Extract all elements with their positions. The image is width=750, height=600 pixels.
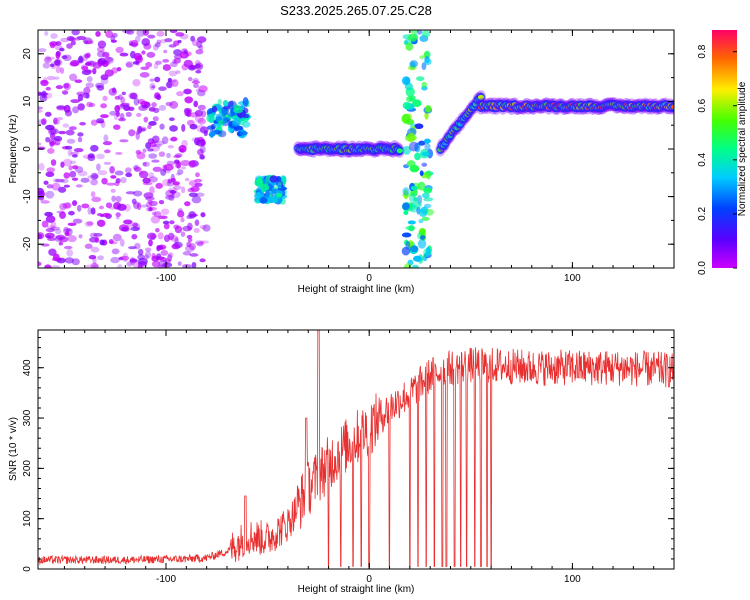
colorbar-tick-label: 0.2 [697,207,708,221]
snr-xtick-label: 0 [366,574,372,585]
snr-panel: -100 0 100 0 100 200 300 400 Height of straight… [8,329,675,595]
spectrogram-ytick-label: 20 [22,48,33,60]
colorbar-label: Normalized spectral amplitude [737,81,748,216]
snr-series-line [38,330,674,567]
spectrogram-feature-3 [293,140,405,158]
snr-xtick-label: 100 [564,574,581,585]
snr-ytick-label: 400 [22,359,33,376]
snr-ytick-label: 200 [22,460,33,477]
spectrogram-xtick-label: 0 [366,273,372,284]
snr-xtick-label: -100 [156,574,176,585]
spectrogram-feature-1 [206,97,252,139]
figure-title: S233.2025.265.07.25.C28 [280,3,432,18]
spectrogram-xlabel: Height of straight line (km) [298,284,415,295]
snr-axes: -100 0 100 0 100 200 300 400 [22,330,675,585]
spectrogram-feature-6 [475,97,674,116]
spectrogram-feature-5 [435,90,486,157]
spectrogram-ylabel: Frequency (Hz) [8,115,19,184]
snr-frame [37,329,675,570]
spectrogram-ytick-label: -20 [22,237,33,252]
snr-ytick-label: 0 [22,566,33,572]
colorbar-tick-label: 0.0 [697,261,708,275]
snr-ytick-label: 300 [22,409,33,426]
snr-xlabel: Height of straight line (km) [298,584,415,595]
spectrogram-image [38,30,674,268]
spectrogram-feature-2 [253,174,288,205]
spectrogram-xtick-label: -100 [156,273,176,284]
snr-ylabel: SNR (10 * v/v) [8,417,19,481]
spectrogram-feature-4 [401,30,435,268]
spectrogram-ytick-label: -10 [22,189,33,204]
colorbar-tick-label: 0.4 [697,152,708,166]
colorbar-gradient [712,30,737,268]
colorbar-tick-label: 0.6 [697,98,708,112]
spectrogram-feature-0 [38,30,211,268]
colorbar: 0.0 0.2 0.4 0.6 0.8 Normalized spectral ampl… [697,30,748,275]
spectrogram-ytick-label: 0 [22,146,33,152]
snr-ytick-label: 100 [22,510,33,527]
spectrogram-ytick-label: 10 [22,95,33,107]
colorbar-axis: 0.0 0.2 0.4 0.6 0.8 [697,44,737,275]
spectrogram-xtick-label: 100 [564,273,581,284]
colorbar-tick-label: 0.8 [697,44,708,58]
